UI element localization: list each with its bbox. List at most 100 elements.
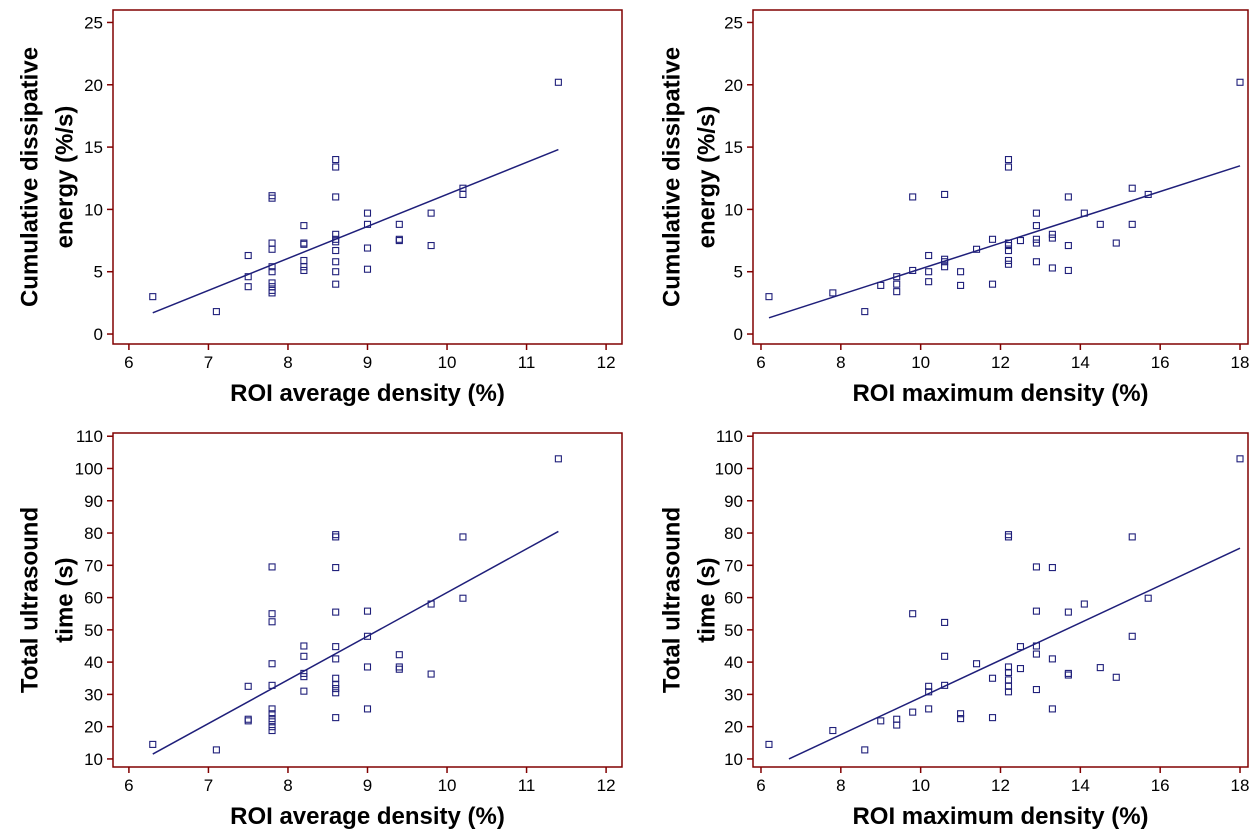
- x-axis-label: ROI maximum density (%): [852, 380, 1148, 407]
- data-point: [1064, 193, 1072, 201]
- data-point: [893, 280, 901, 288]
- data-point: [268, 705, 276, 713]
- y-tick-label: 80: [724, 524, 743, 543]
- data-point: [829, 289, 837, 297]
- data-point: [395, 651, 403, 659]
- regression-line: [768, 165, 1241, 319]
- data-point: [427, 670, 435, 678]
- x-tick-label: 9: [363, 353, 372, 372]
- data-point: [268, 681, 276, 689]
- data-point: [332, 268, 340, 276]
- data-point: [332, 674, 340, 682]
- data-point: [1048, 234, 1056, 242]
- data-point: [300, 652, 308, 660]
- x-tick-label: 14: [1071, 353, 1090, 372]
- data-point: [1048, 264, 1056, 272]
- data-point: [1064, 669, 1072, 677]
- data-point: [427, 209, 435, 217]
- y-tick-label: 70: [724, 556, 743, 575]
- data-point: [1032, 563, 1040, 571]
- data-point: [1032, 222, 1040, 230]
- data-point: [212, 746, 220, 754]
- data-point: [909, 193, 917, 201]
- y-axis-label-line: Cumulative dissipative: [17, 47, 44, 307]
- chart-panel-2: 6 8 10 12 14 16 18 0 5 10 15 20 25 ROI maximum densit…: [659, 9, 1250, 407]
- x-axis-label: ROI average density (%): [230, 803, 505, 829]
- data-point: [925, 705, 933, 713]
- x-axis-label: ROI maximum density (%): [852, 803, 1148, 829]
- data-point: [268, 245, 276, 253]
- data-point: [268, 710, 276, 718]
- data-point: [212, 308, 220, 316]
- regression-line: [152, 148, 559, 314]
- data-point: [554, 78, 562, 86]
- data-point: [244, 273, 252, 281]
- data-point: [244, 283, 252, 291]
- x-tick-label: 18: [1231, 353, 1250, 372]
- data-point: [395, 665, 403, 673]
- y-tick-label: 20: [84, 718, 103, 737]
- data-point: [972, 660, 981, 668]
- data-point: [332, 280, 340, 288]
- data-point: [268, 263, 276, 271]
- data-point: [363, 220, 372, 228]
- y-axis-label-line: time (s): [52, 557, 79, 642]
- data-point: [300, 642, 308, 650]
- data-point: [149, 293, 157, 301]
- x-tick-label: 8: [836, 353, 845, 372]
- y-tick-label: 15: [84, 138, 103, 157]
- x-tick-label: 8: [283, 353, 292, 372]
- data-point: [268, 239, 276, 247]
- y-tick-label: 70: [84, 556, 103, 575]
- y-axis-label-line: Total ultrasound: [17, 507, 44, 693]
- data-point: [1128, 632, 1136, 640]
- data-point: [268, 289, 276, 297]
- data-point: [268, 610, 276, 618]
- data-point: [957, 715, 965, 723]
- data-point: [1064, 241, 1072, 250]
- data-point: [459, 594, 467, 602]
- x-tick-label: 6: [756, 353, 765, 372]
- data-point: [300, 266, 308, 275]
- data-point: [925, 688, 933, 696]
- y-tick-label: 25: [724, 13, 743, 32]
- data-point: [363, 663, 372, 671]
- data-point: [459, 190, 467, 198]
- y-tick-label: 5: [734, 263, 743, 282]
- data-point: [1032, 235, 1040, 243]
- y-tick-label: 80: [84, 524, 103, 543]
- x-tick-label: 6: [124, 353, 133, 372]
- x-tick-label: 16: [1151, 353, 1170, 372]
- data-point: [268, 563, 276, 571]
- data-point: [1112, 673, 1120, 681]
- y-tick-label: 110: [716, 427, 743, 446]
- y-axis-label-line: Total ultrasound: [659, 507, 686, 693]
- data-point: [332, 681, 340, 689]
- y-tick-label: 10: [84, 200, 103, 219]
- y-tick-label: 90: [84, 492, 103, 511]
- data-point: [1144, 190, 1152, 198]
- data-point: [268, 726, 276, 735]
- y-tick-label: 0: [94, 325, 103, 344]
- data-point: [332, 193, 340, 201]
- data-point: [1004, 676, 1013, 684]
- data-point: [909, 266, 917, 275]
- x-tick-label: 11: [518, 353, 536, 372]
- y-tick-label: 50: [724, 621, 743, 640]
- data-point: [1004, 246, 1013, 255]
- data-point: [427, 241, 435, 250]
- data-point: [1032, 686, 1040, 694]
- x-tick-label: 8: [836, 776, 845, 795]
- x-tick-label: 11: [518, 776, 536, 795]
- data-point: [1016, 237, 1025, 245]
- y-tick-label: 20: [724, 718, 743, 737]
- data-point: [1004, 256, 1013, 265]
- data-point: [332, 230, 340, 238]
- data-point: [1064, 266, 1072, 275]
- data-point: [1032, 258, 1040, 266]
- x-tick-label: 12: [597, 776, 616, 795]
- data-point: [1128, 220, 1136, 228]
- data-point: [332, 163, 340, 171]
- data-point: [1004, 688, 1013, 696]
